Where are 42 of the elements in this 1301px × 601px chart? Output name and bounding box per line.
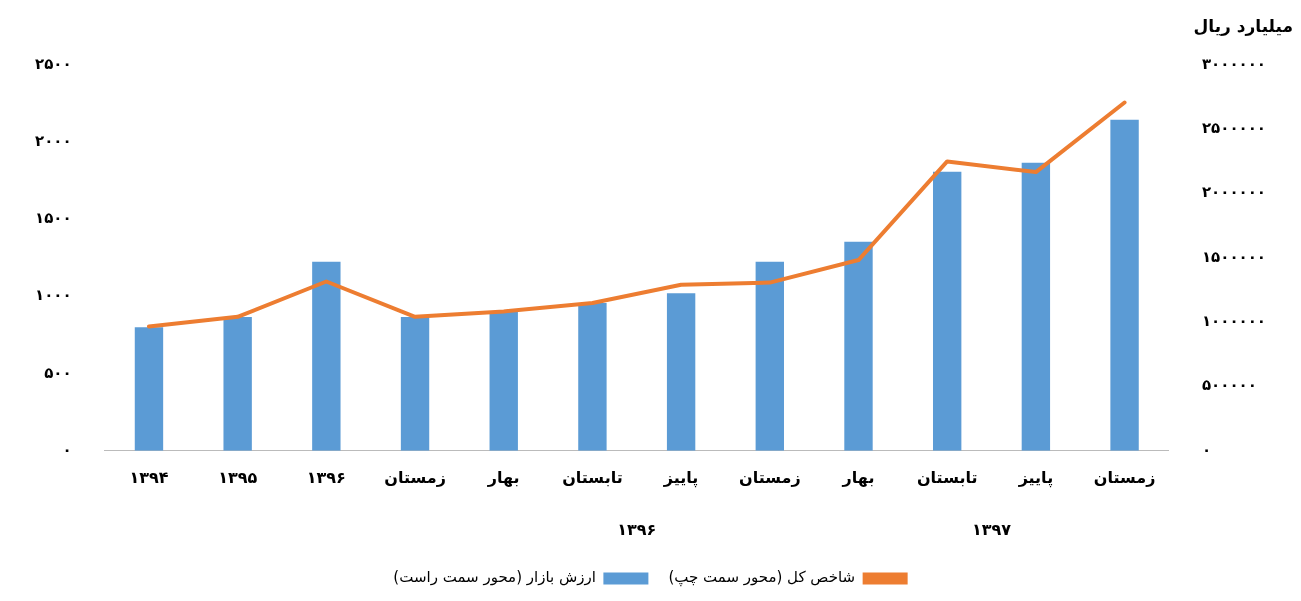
x-tick-label: بهار — [841, 467, 875, 487]
x-tick-label: ۱۳۹۴ — [129, 467, 169, 487]
x-tick-label: زمستان — [1093, 467, 1156, 487]
text: ۱۳۹۶ — [617, 519, 657, 539]
bar — [489, 311, 518, 451]
y2-tick-label: ۱۰۰۰۰۰۰ — [1201, 312, 1267, 331]
y-tick-label: ۱۵۰۰ — [35, 209, 72, 228]
y2-tick-label: ۵۰۰۰۰۰ — [1201, 376, 1257, 395]
legend-label: ارزش بازار (محور سمت راست) — [393, 568, 596, 587]
y2-tick-label: ۲۵۰۰۰۰۰ — [1201, 119, 1267, 138]
bar — [312, 261, 341, 451]
bar — [223, 317, 252, 451]
x-tick-label: پاییز — [662, 467, 699, 488]
y2-tick-label: ۰ — [1201, 440, 1212, 459]
x-tick-label: ۱۳۹۵ — [218, 467, 258, 487]
y-tick-label: ۱۰۰۰ — [35, 286, 72, 305]
x-tick-label: زمستان — [384, 467, 446, 487]
y-tick-label: ۵۰۰ — [44, 363, 72, 382]
legend-label: شاخص کل (محور سمت چپ) — [668, 568, 856, 588]
bar — [1110, 119, 1139, 451]
bar — [755, 261, 784, 451]
bar — [844, 241, 873, 451]
x-tick-label: ۱۳۹۶ — [306, 467, 346, 487]
text: ۱۳۹۷ — [972, 519, 1012, 539]
bar — [578, 302, 607, 451]
bar — [1021, 162, 1051, 451]
y-tick-label: ۰ — [62, 440, 72, 459]
bar — [933, 171, 962, 451]
y2-tick-label: ۳۰۰۰۰۰۰ — [1201, 54, 1267, 73]
y2-tick-label: ۲۰۰۰۰۰۰ — [1201, 183, 1267, 202]
bar — [666, 293, 696, 451]
x-tick-label: زمستان — [739, 467, 801, 487]
y2-axis-title: میلیارد ریال — [1193, 16, 1293, 37]
bar — [400, 317, 430, 451]
y-tick-label: ۲۵۰۰ — [35, 54, 72, 73]
bar — [134, 327, 164, 451]
x-tick-label: تابستان — [562, 467, 623, 487]
x-tick-label: پاییز — [1017, 467, 1054, 488]
x-tick-label: تابستان — [916, 467, 978, 487]
x-tick-label: بهار — [486, 467, 520, 487]
y2-tick-label: ۱۵۰۰۰۰۰ — [1201, 247, 1267, 266]
y-tick-label: ۲۰۰۰ — [35, 132, 72, 151]
